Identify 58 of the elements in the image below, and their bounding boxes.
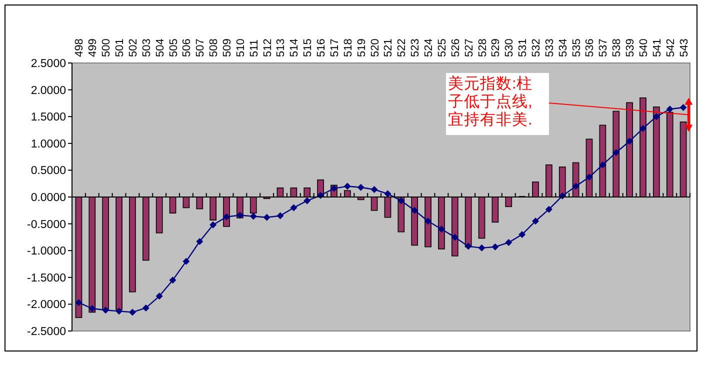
x-tick-label: 513	[275, 38, 288, 57]
x-tick-label: 539	[624, 38, 637, 57]
x-tick-label: 522	[396, 38, 408, 57]
y-tick-label: 1.5000	[30, 112, 66, 124]
y-tick-label: -1.5000	[26, 272, 66, 284]
x-tick-label: 505	[168, 38, 180, 57]
x-tick-label: 527	[463, 38, 476, 57]
x-tick-label: 523	[410, 38, 422, 57]
x-tick-label: 541	[651, 38, 664, 57]
y-tick-label: 0.5000	[30, 165, 66, 178]
x-tick-label: 525	[436, 38, 448, 57]
x-tick-label: 529	[490, 38, 502, 57]
x-tick-label: 542	[664, 38, 677, 57]
x-tick-label: 518	[342, 38, 354, 57]
x-tick-label: 540	[638, 38, 650, 57]
x-tick-label: 528	[476, 38, 489, 57]
x-tick-label: 532	[530, 38, 542, 57]
y-tick-label: 2.5000	[30, 58, 66, 70]
x-tick-label: 504	[154, 38, 166, 57]
x-tick-label: 503	[140, 38, 153, 57]
x-tick-label: 530	[504, 38, 516, 57]
y-tick-label: 0.0000	[30, 192, 66, 204]
x-tick-label: 514	[288, 38, 301, 57]
x-tick-label: 507	[194, 38, 207, 57]
x-tick-label: 506	[181, 38, 194, 57]
x-tick-label: 509	[222, 38, 234, 57]
x-tick-label: 517	[328, 38, 341, 57]
x-tick-label: 521	[382, 38, 395, 57]
x-tick-label: 524	[423, 38, 436, 57]
x-tick-label: 536	[584, 38, 596, 57]
y-tick-label: -0.5000	[26, 218, 66, 231]
x-tick-label: 498	[74, 38, 86, 57]
x-tick-label: 519	[356, 38, 368, 57]
annotation: 美元指数:柱子低于点线,宜持有非美.	[448, 74, 532, 128]
x-tick-label: 511	[248, 39, 260, 57]
x-tick-label: 543	[678, 38, 690, 57]
x-tick-label: 526	[450, 38, 462, 57]
x-tick-label: 534	[557, 38, 570, 57]
x-tick-label: 538	[611, 38, 624, 57]
x-tick-label: 537	[598, 38, 610, 57]
x-tick-label: 515	[302, 38, 314, 57]
x-tick-label: 499	[87, 38, 100, 57]
y-tick-label: -2.0000	[26, 299, 66, 312]
x-tick-label: 501	[114, 38, 126, 57]
x-tick-label: 531	[517, 38, 530, 57]
y-tick-label: -2.5000	[26, 326, 66, 338]
y-tick-label: 1.0000	[30, 138, 66, 150]
x-tick-label: 502	[127, 38, 140, 57]
x-tick-label: 520	[369, 38, 382, 57]
x-tick-label: 516	[316, 38, 328, 57]
x-tick-label: 508	[208, 38, 220, 57]
x-tick-label: 535	[570, 38, 583, 57]
x-tick-label: 510	[234, 38, 247, 57]
y-tick-label: 2.0000	[30, 84, 66, 97]
x-tick-label: 533	[544, 38, 556, 57]
x-tick-label: 512	[262, 38, 274, 57]
y-tick-label: -1.0000	[26, 246, 66, 258]
x-tick-label: 500	[100, 38, 113, 57]
